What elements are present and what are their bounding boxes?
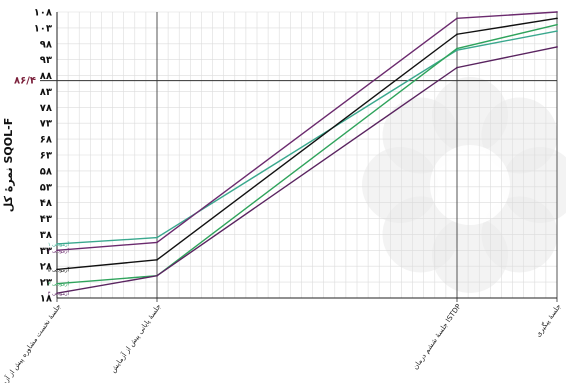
series-label: آزمودنی ۳: [48, 281, 70, 288]
y-tick-label: ۶۸: [40, 135, 52, 146]
data-point: [56, 292, 58, 295]
y-tick-labels: ۱۸ ۲۳ ۲۸ ۳۳ ۳۸ ۴۳ ۴۸ ۵۳ ۵۸ ۶۳ ۶۸ ۷۳ ۷۸ ۸۳ ۸۸ ۹۳ ۹۸ ۱۰۳ ۱۰۸: [34, 8, 52, 305]
watermark-center: [430, 145, 510, 225]
y-tick-label: ۷۸: [40, 103, 52, 114]
data-point: [56, 282, 58, 285]
series-label: آزمودنی ۵: [48, 266, 70, 273]
series-label: آزمودنی ۱: [48, 241, 70, 248]
data-point: [56, 243, 58, 245]
x-category-label: جلسۀ پیگیری: [533, 302, 562, 338]
data-point: [456, 33, 458, 36]
y-tick-label: ۹۳: [40, 55, 52, 66]
data-point: [456, 47, 458, 50]
y-tick-label: ۴۳: [40, 214, 52, 225]
x-category-label: جلسۀ پایانی پیش از آزمایش: [108, 302, 162, 374]
data-point: [56, 268, 58, 271]
y-tick-label: ۱۰۸: [34, 8, 52, 19]
reference-line: ۸۶/۴: [14, 76, 557, 87]
series-line: [56, 30, 558, 245]
data-point: [556, 17, 558, 20]
data-point: [156, 258, 158, 261]
y-tick-label: ۸۳: [40, 87, 52, 98]
y-tick-label: ۶۳: [40, 151, 52, 162]
y-tick-label: ۳۸: [40, 230, 52, 241]
series-line: [56, 17, 558, 271]
data-point: [456, 17, 458, 20]
data-point: [556, 11, 558, 13]
series-line: [56, 11, 558, 252]
watermark: [362, 77, 566, 293]
y-tick-label: ۹۸: [40, 39, 52, 50]
watermark-petal: [481, 97, 558, 174]
data-point: [456, 66, 458, 69]
data-point: [556, 30, 558, 32]
x-category-labels: جلسۀ نخست مشاوره پیش از آزمایش جلسۀ پایان…: [0, 302, 563, 383]
x-category-label: جلسۀ ششم درمان ISTDP: [411, 303, 462, 371]
x-category-label: جلسۀ نخست مشاوره پیش از آزمایش: [0, 302, 63, 383]
y-axis-label: نمرۀ کل SQOL-F: [2, 118, 15, 212]
reference-line-label: ۸۶/۴: [14, 76, 36, 87]
data-point: [556, 23, 558, 26]
y-tick-label: ۳۳: [40, 246, 52, 257]
y-tick-label: ۲۸: [40, 262, 52, 273]
y-tick-label: ۱۸: [40, 294, 52, 305]
data-point: [556, 46, 558, 48]
y-tick-label: ۴۸: [40, 198, 52, 209]
y-tick-label: ۵۳: [40, 182, 52, 193]
y-tick-label: ۸۸: [40, 71, 52, 82]
y-tick-label: ۵۸: [40, 166, 52, 177]
data-point: [156, 236, 158, 239]
data-point: [156, 274, 158, 277]
series-line: [56, 24, 558, 285]
series-lines: [56, 11, 558, 295]
y-tick-label: ۷۳: [40, 119, 52, 130]
series-line: [56, 46, 558, 294]
y-tick-label: ۲۳: [40, 278, 52, 289]
y-tick-label: ۱۰۳: [34, 23, 52, 34]
data-point: [156, 241, 158, 244]
series-label: آزمودنی ۲: [48, 247, 70, 254]
data-point: [56, 249, 58, 252]
series-label: آزمودنی ۴: [48, 290, 70, 297]
